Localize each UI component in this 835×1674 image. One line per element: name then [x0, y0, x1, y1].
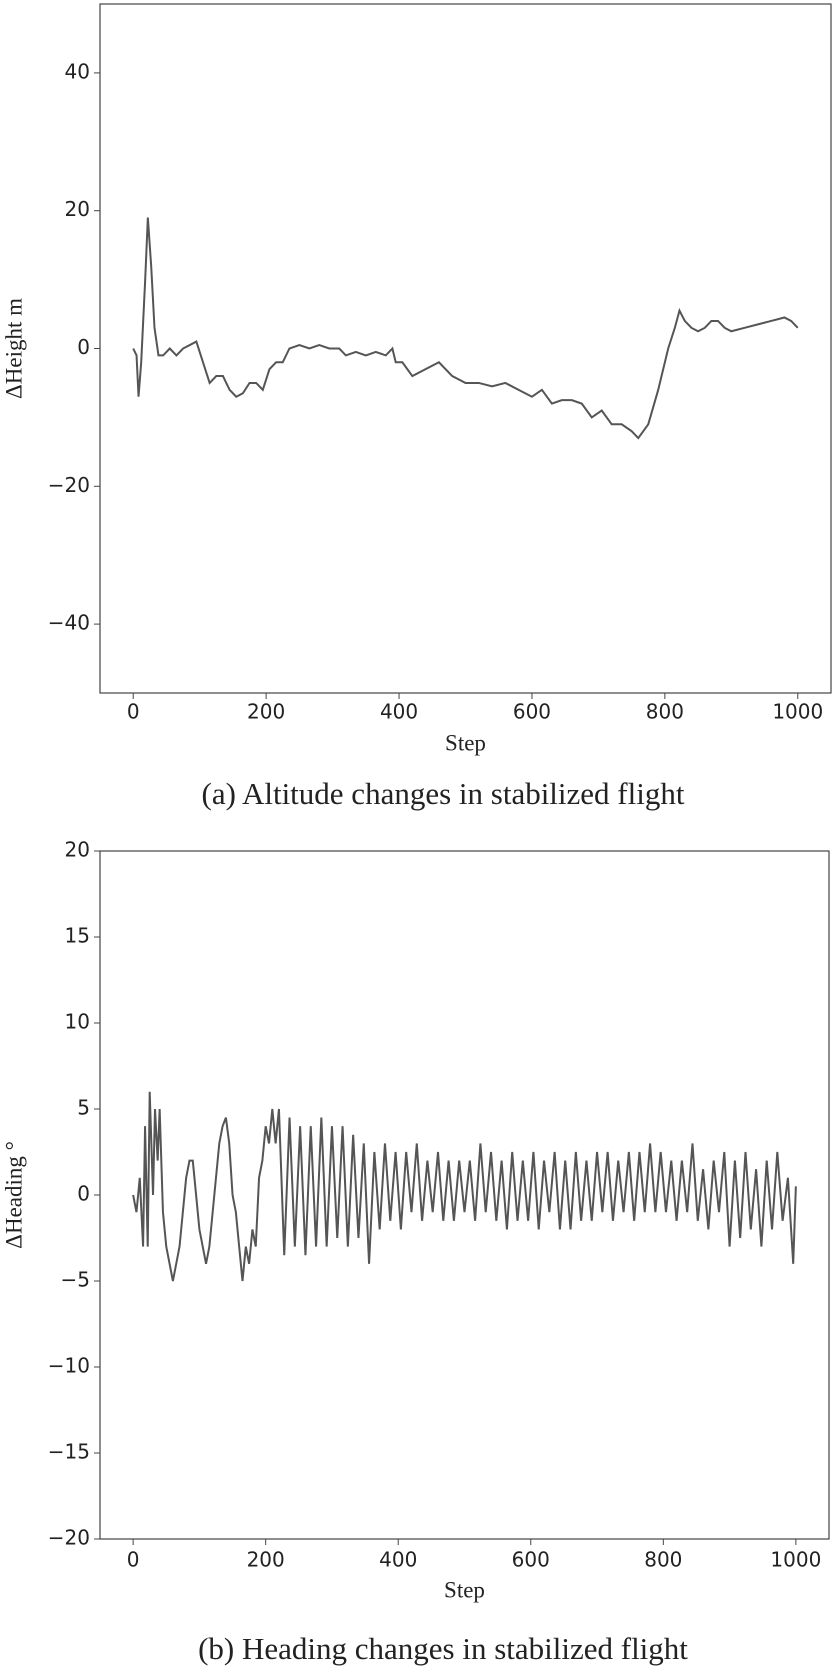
y-tick-label: −15 [48, 1440, 90, 1464]
plot-frame [99, 3, 832, 694]
x-axis-label: Step [444, 1577, 485, 1602]
y-tick-label: 10 [65, 1010, 90, 1034]
x-tick-label: 0 [127, 700, 140, 724]
y-tick-label: −20 [48, 1526, 90, 1550]
x-tick-label: 400 [379, 1548, 417, 1572]
y-tick-label: −20 [48, 473, 90, 497]
x-tick-label: 600 [512, 1548, 550, 1572]
y-tick-label: 20 [65, 197, 90, 221]
y-tick-label: 0 [77, 1182, 90, 1206]
y-tick-label: 15 [65, 924, 90, 948]
y-tick-label: 40 [65, 59, 90, 83]
y-axis-label: ΔHeight m [1, 298, 26, 399]
x-tick-label: 200 [247, 1548, 285, 1572]
caption: (a) Altitude changes in stabilized fligh… [202, 776, 685, 811]
x-tick-label: 400 [380, 700, 418, 724]
x-tick-label: 1000 [770, 1548, 821, 1572]
y-tick-label: −5 [61, 1268, 90, 1292]
x-tick-label: 800 [646, 700, 684, 724]
data-line [132, 217, 799, 440]
x-tick-label: 0 [127, 1548, 140, 1572]
y-tick-label: 5 [77, 1096, 90, 1120]
x-tick-label: 800 [644, 1548, 682, 1572]
caption: (b) Heading changes in stabilized flight [198, 1631, 688, 1666]
x-tick-label: 1000 [772, 700, 823, 724]
y-tick-label: 20 [65, 838, 90, 862]
x-axis-label: Step [445, 730, 486, 755]
x-tick-label: 200 [247, 700, 285, 724]
y-tick-label: 0 [77, 335, 90, 359]
y-tick-label: −40 [48, 611, 90, 635]
data-line [132, 1091, 797, 1282]
y-tick-label: −10 [48, 1354, 90, 1378]
y-axis-label: ΔHeading ° [1, 1141, 26, 1249]
x-tick-label: 600 [513, 700, 551, 724]
